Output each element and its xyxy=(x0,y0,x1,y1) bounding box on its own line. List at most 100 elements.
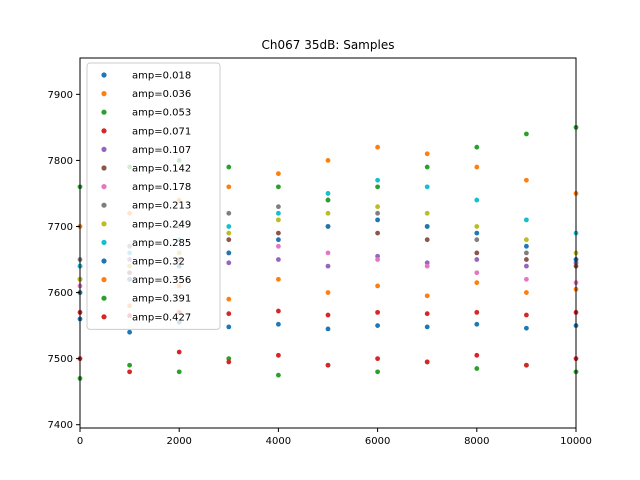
data-point xyxy=(524,276,529,282)
data-point xyxy=(474,257,480,262)
data-point xyxy=(424,151,430,157)
data-point xyxy=(325,197,331,203)
chart-title: Ch067 35dB: Samples xyxy=(262,38,395,52)
data-point xyxy=(375,210,380,216)
data-point xyxy=(474,352,480,358)
data-point xyxy=(226,260,232,266)
x-tick-label: 4000 xyxy=(266,436,291,447)
y-tick-label: 7600 xyxy=(48,288,73,299)
data-point xyxy=(474,280,480,286)
data-point xyxy=(226,237,232,243)
legend-marker xyxy=(101,295,107,301)
data-point xyxy=(276,210,281,216)
data-point xyxy=(276,243,281,249)
legend-label: amp=0.285 xyxy=(132,238,191,249)
data-point xyxy=(524,290,529,295)
data-point xyxy=(375,230,380,236)
legend-marker xyxy=(101,277,107,283)
data-point xyxy=(474,224,480,229)
legend-marker xyxy=(101,72,107,78)
legend-label: amp=0.036 xyxy=(132,89,191,100)
legend-label: amp=0.249 xyxy=(132,219,191,230)
data-point xyxy=(524,362,529,368)
legend-marker xyxy=(101,314,107,320)
legend-marker xyxy=(101,146,107,152)
data-point xyxy=(474,250,480,256)
data-point xyxy=(474,197,480,203)
legend-label: amp=0.356 xyxy=(132,275,191,286)
data-point xyxy=(176,349,182,355)
data-point xyxy=(226,324,232,330)
data-point xyxy=(226,230,232,236)
data-point xyxy=(375,323,380,328)
data-point xyxy=(226,250,232,256)
data-point xyxy=(276,217,281,223)
data-point xyxy=(325,263,331,269)
legend-label: amp=0.178 xyxy=(132,182,191,193)
data-point xyxy=(424,324,430,330)
data-point xyxy=(127,369,132,375)
data-point xyxy=(226,359,232,365)
y-tick-label: 7700 xyxy=(48,222,73,233)
data-point xyxy=(375,204,380,210)
data-point xyxy=(424,224,430,229)
data-point xyxy=(325,191,331,196)
legend: amp=0.018 amp=0.036 amp=0.053 amp=0.071 amp=… xyxy=(86,62,221,330)
data-point xyxy=(325,312,331,318)
plot-frame xyxy=(79,57,577,429)
data-point xyxy=(276,257,281,262)
data-point xyxy=(375,283,380,289)
y-tick-label: 7500 xyxy=(48,354,73,365)
data-point xyxy=(474,237,480,243)
data-point xyxy=(474,309,480,315)
legend-marker xyxy=(101,184,107,190)
legend-label: amp=0.071 xyxy=(132,126,191,137)
y-tick-label: 7800 xyxy=(48,156,73,167)
data-point xyxy=(276,230,281,236)
data-point xyxy=(524,177,529,183)
data-point xyxy=(424,293,430,299)
x-tick-label: 0 xyxy=(77,436,83,447)
data-point xyxy=(226,164,232,170)
data-point xyxy=(127,329,132,335)
data-point xyxy=(424,260,430,266)
legend-box xyxy=(86,62,221,330)
legend-label: amp=0.053 xyxy=(132,108,191,119)
series-amp=0.32 xyxy=(77,217,579,295)
legend-label: amp=0.32 xyxy=(132,257,185,268)
data-point xyxy=(226,296,232,302)
data-point xyxy=(276,204,281,210)
data-point xyxy=(524,131,529,137)
data-point xyxy=(276,237,281,243)
legend-label: amp=0.427 xyxy=(132,312,191,323)
data-point xyxy=(276,276,281,282)
data-point xyxy=(127,362,132,368)
data-point xyxy=(524,263,529,269)
data-point xyxy=(226,184,232,190)
data-point xyxy=(276,308,281,314)
data-point xyxy=(474,321,480,327)
legend-label: amp=0.107 xyxy=(132,145,191,156)
data-point xyxy=(375,257,380,262)
data-point xyxy=(325,290,331,295)
legend-marker xyxy=(101,239,107,245)
data-point xyxy=(325,158,331,163)
series-amp=0.053 xyxy=(77,356,579,381)
data-point xyxy=(325,326,331,332)
data-point xyxy=(424,164,430,170)
y-tick-label: 7900 xyxy=(48,90,73,101)
legend-marker xyxy=(101,165,107,171)
data-point xyxy=(524,250,529,256)
data-point xyxy=(424,311,430,317)
legend-marker xyxy=(101,91,107,97)
data-point xyxy=(375,184,380,190)
data-point xyxy=(226,224,232,229)
x-axis: 0 2000 4000 6000 8000 10000 xyxy=(77,428,592,447)
data-point xyxy=(375,177,380,183)
legend-marker xyxy=(101,128,107,134)
data-point xyxy=(325,210,331,216)
data-point xyxy=(226,311,232,317)
data-point xyxy=(524,312,529,318)
x-tick-label: 6000 xyxy=(365,436,390,447)
